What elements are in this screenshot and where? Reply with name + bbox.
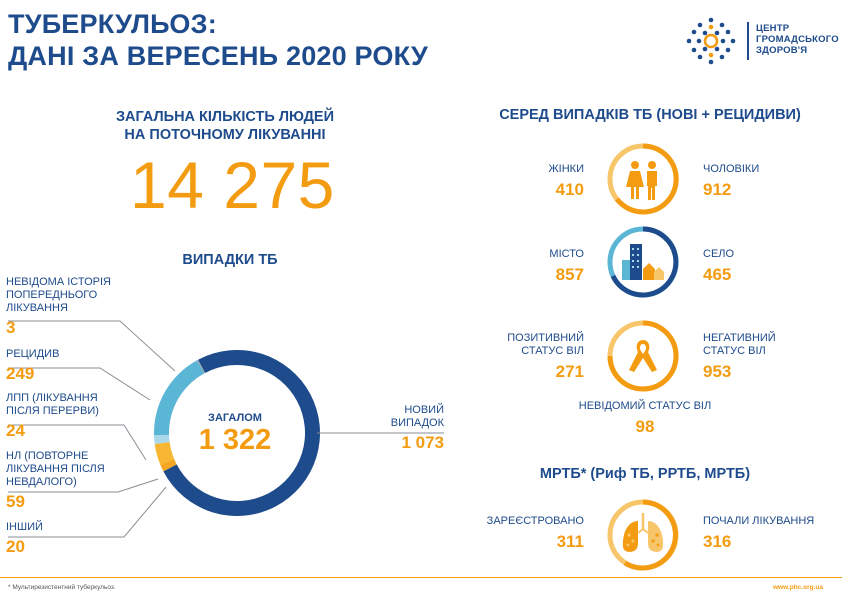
city-buildings-icon — [622, 244, 642, 280]
category-after-failure: НЛ (ПОВТОРНЕ ЛІКУВАННЯ ПІСЛЯ НЕВДАЛОГО) … — [6, 450, 105, 512]
men-value: 912 — [703, 180, 732, 199]
woman-icon — [626, 161, 644, 199]
mdr-heading: МРТБ* (Риф ТБ, РРТБ, МРТБ) — [539, 466, 751, 482]
hiv-negative-stat: НЕГАТИВНИЙ СТАТУС ВІЛ 953 — [703, 332, 776, 382]
hiv-negative-value: 953 — [703, 362, 732, 381]
mdr-registered-value: 311 — [556, 532, 584, 551]
mdr-registered-stat: ЗАРЕЄСТРОВАНО 311 — [470, 515, 584, 552]
breakdown-heading: СЕРЕД ВИПАДКІВ ТБ (НОВІ + РЕЦИДИВИ) — [499, 107, 801, 123]
category-label: ПІСЛЯ ПЕРЕРВИ) — [6, 405, 99, 417]
donut-slices — [154, 350, 320, 516]
hiv-positive-value: 271 — [555, 362, 584, 381]
hiv-unknown-stat: НЕВІДОМИЙ СТАТУС ВІЛ 98 — [550, 400, 740, 437]
leader-line-unknown — [8, 320, 176, 372]
donut-slice-4 — [154, 360, 205, 436]
category-relapse: РЕЦИДИВ 249 — [6, 348, 59, 384]
hiv-positive-label-line-2: СТАТУС ВІЛ — [521, 345, 584, 357]
category-label: РЕЦИДИВ — [6, 348, 60, 360]
lungs-icon — [622, 513, 664, 552]
hiv-ring-icon — [607, 320, 679, 392]
logo-line-1: ЦЕНТР — [756, 23, 790, 34]
village-houses-icon — [643, 263, 664, 280]
hiv-positive-stat: ПОЗИТИВНИЙ СТАТУС ВІЛ 271 — [490, 332, 584, 382]
city-stat: МІСТО 857 — [520, 248, 584, 285]
logo-divider — [747, 22, 749, 60]
phc-logo-icon — [686, 17, 736, 65]
city-value: 857 — [555, 265, 584, 284]
treatment-heading-line-2: НА ПОТОЧНОМУ ЛІКУВАННІ — [124, 127, 326, 143]
treatment-heading-line-1: ЗАГАЛЬНА КІЛЬКІСТЬ ЛЮДЕЙ — [115, 109, 335, 125]
mdr-registered-label: ЗАРЕЄСТРОВАНО — [486, 515, 584, 527]
category-label: НЛ (ПОВТОРНЕ — [6, 450, 89, 462]
donut-slice-1 — [160, 458, 177, 472]
men-stat: ЧОЛОВІКИ 912 — [703, 163, 759, 200]
category-value: 59 — [6, 492, 25, 511]
leader-line-other — [8, 486, 167, 538]
awareness-ribbon-icon — [629, 340, 657, 372]
donut-slice-3 — [154, 434, 170, 444]
cases-heading: ВИПАДКИ ТБ — [182, 252, 278, 268]
category-value: 20 — [6, 537, 25, 556]
category-new-case: НОВИЙ ВИПАДОК 1 073 — [370, 404, 444, 453]
man-icon — [647, 161, 657, 200]
village-stat: СЕЛО 465 — [703, 248, 734, 285]
gender-ring-icon — [607, 143, 679, 215]
title-line-2: ДАНІ ЗА ВЕРЕСЕНЬ 2020 РОКУ — [8, 41, 428, 71]
new-case-value: 1 073 — [401, 433, 444, 452]
mdr-ring-icon — [607, 499, 679, 571]
category-label: НЕВІДОМА ІСТОРІЯ — [6, 276, 111, 288]
category-label: ЛПП (ЛІКУВАННЯ — [6, 392, 98, 404]
women-stat: ЖІНКИ 410 — [520, 163, 584, 200]
village-label: СЕЛО — [703, 248, 735, 260]
women-label: ЖІНКИ — [548, 163, 584, 175]
total-value: 1 322 — [198, 424, 272, 456]
mdr-started-label: ПОЧАЛИ ЛІКУВАННЯ — [703, 515, 815, 527]
donut-slice-5 — [197, 359, 206, 374]
cases-donut-chart — [8, 320, 444, 538]
logo-line-3: ЗДОРОВ'Я — [756, 45, 808, 56]
village-value: 465 — [703, 265, 732, 284]
hiv-unknown-label: НЕВІДОМИЙ СТАТУС ВІЛ — [578, 400, 712, 412]
donut-center: ЗАГАЛОМ 1 322 — [190, 412, 280, 456]
category-value: 3 — [6, 318, 16, 337]
category-unknown-history: НЕВІДОМА ІСТОРІЯ ПОПЕРЕДНЬОГО ЛІКУВАННЯ … — [6, 276, 111, 338]
total-label: ЗАГАЛОМ — [208, 412, 262, 424]
category-label: ЛІКУВАННЯ — [6, 302, 68, 314]
footer-divider — [0, 577, 842, 578]
footer-url-link[interactable]: www.phc.org.ua — [773, 584, 823, 591]
category-other: ІНШИЙ 20 — [6, 521, 43, 557]
hiv-positive-label-line-1: ПОЗИТИВНИЙ — [507, 332, 584, 344]
mdr-started-value: 316 — [703, 532, 732, 551]
category-label: ЛІКУВАННЯ ПІСЛЯ — [6, 463, 105, 475]
women-value: 410 — [555, 180, 584, 199]
category-after-interruption: ЛПП (ЛІКУВАННЯ ПІСЛЯ ПЕРЕРВИ) 24 — [6, 392, 99, 441]
city-label: МІСТО — [549, 248, 584, 260]
hiv-negative-label-line-2: СТАТУС ВІЛ — [703, 345, 766, 357]
men-label: ЧОЛОВІКИ — [703, 163, 760, 175]
title-line-1: ТУБЕРКУЛЬОЗ: — [8, 9, 217, 39]
hiv-unknown-value: 98 — [635, 417, 655, 436]
settlement-ring-icon — [607, 226, 679, 298]
donut-slice-2 — [154, 441, 175, 465]
hiv-negative-label-line-1: НЕГАТИВНИЙ — [703, 332, 776, 344]
treatment-count: 14 275 — [130, 148, 335, 222]
page-title: ТУБЕРКУЛЬОЗ: ДАНІ ЗА ВЕРЕСЕНЬ 2020 РОКУ — [8, 8, 428, 72]
leader-line-interrupted — [8, 424, 147, 461]
category-value: 249 — [6, 364, 35, 383]
category-value: 24 — [6, 421, 25, 440]
logo-line-2: ГРОМАДСЬКОГО — [756, 34, 839, 45]
category-label: НЕВДАЛОГО) — [6, 476, 77, 488]
leader-line-failure — [8, 478, 159, 493]
category-label: ПОПЕРЕДНЬОГО — [6, 289, 98, 301]
treatment-heading: ЗАГАЛЬНА КІЛЬКІСТЬ ЛЮДЕЙ НА ПОТОЧНОМУ ЛІ… — [90, 108, 360, 144]
footer-note: * Мультирезистентний туберкульоз. — [8, 584, 116, 591]
leader-line-relapse — [8, 367, 151, 401]
mdr-started-stat: ПОЧАЛИ ЛІКУВАННЯ 316 — [703, 515, 814, 552]
logo-text: ЦЕНТР ГРОМАДСЬКОГО ЗДОРОВ'Я — [756, 23, 839, 56]
new-case-label-line-2: ВИПАДОК — [390, 417, 444, 429]
category-label: ІНШИЙ — [6, 521, 43, 533]
new-case-label-line-1: НОВИЙ — [404, 404, 444, 416]
